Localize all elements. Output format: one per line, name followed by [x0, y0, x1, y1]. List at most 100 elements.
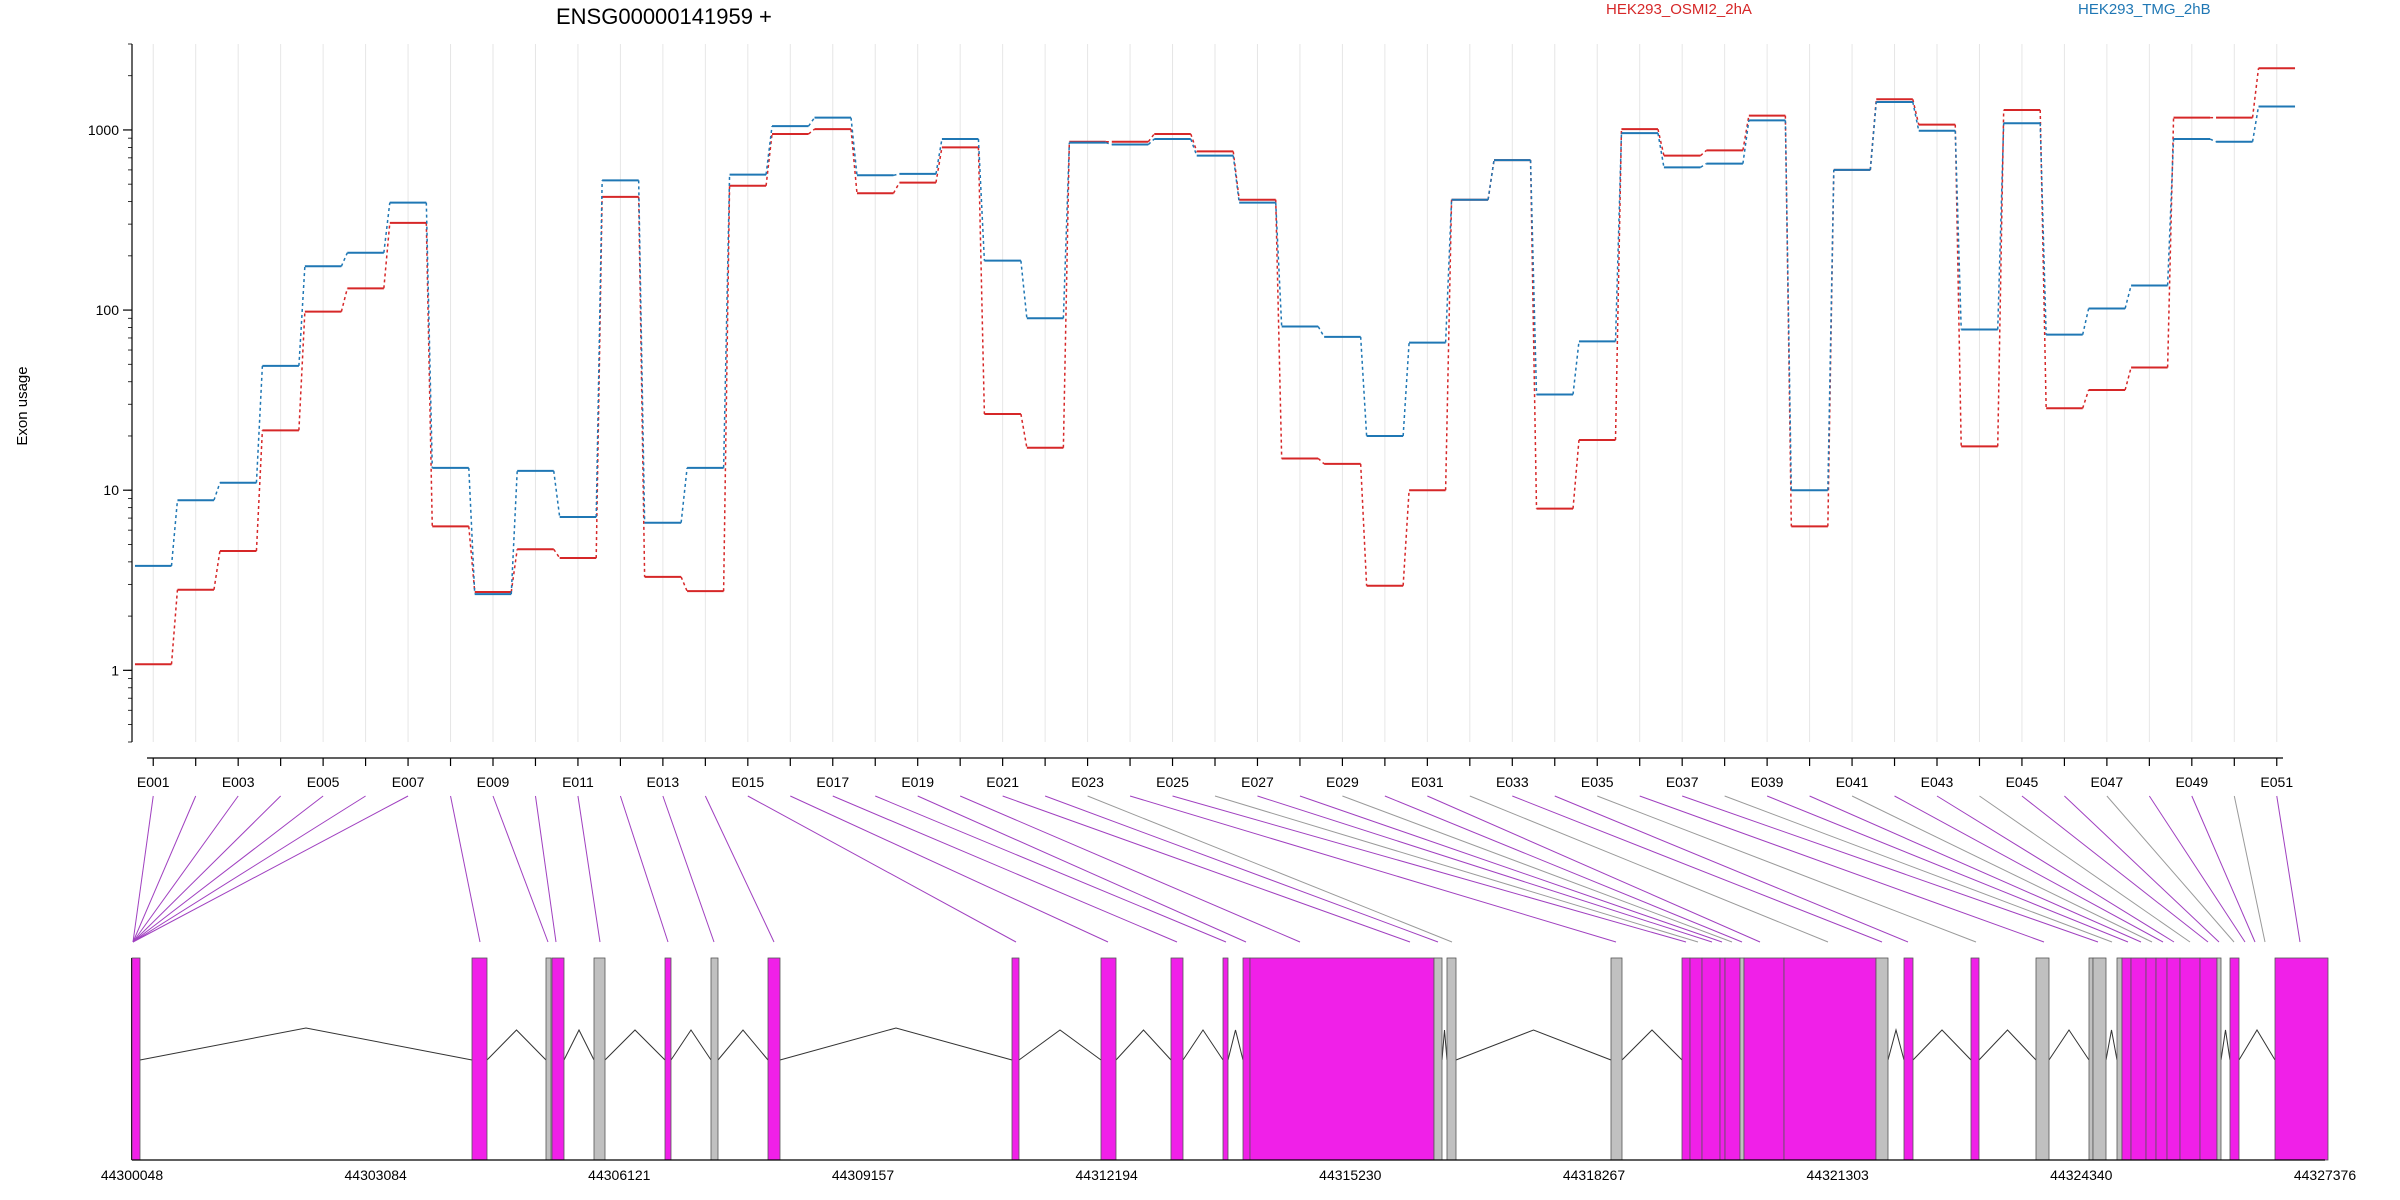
- intron-line: [670, 1029, 712, 1061]
- series-connector: [425, 202, 434, 468]
- exon-block: [2130, 957, 2147, 1161]
- x-tick-label: E021: [986, 774, 1019, 790]
- series-connector: [1700, 163, 1707, 168]
- series-connector: [213, 482, 221, 501]
- exon-connector: [1214, 795, 1699, 943]
- exon-block: [2145, 957, 2157, 1161]
- x-tick-label: E037: [1666, 774, 1699, 790]
- series-connector: [977, 139, 986, 261]
- x-tick-label: E017: [816, 774, 849, 790]
- y-axis: 1 10 100 1000: [88, 43, 133, 743]
- series-connector: [1147, 133, 1155, 143]
- series-connector: [1274, 202, 1283, 327]
- intron-line: [717, 1029, 769, 1061]
- exon-block: [1170, 957, 1184, 1161]
- series-connector: [2209, 138, 2217, 143]
- intron-line: [563, 1028, 595, 1061]
- intron-line: [2105, 1029, 2118, 1061]
- exon-block: [767, 957, 781, 1161]
- series-connector: [595, 180, 603, 517]
- series-connector: [1359, 463, 1368, 586]
- series-connector: [1487, 160, 1495, 200]
- series-connector: [1699, 149, 1707, 157]
- series-connector: [340, 288, 349, 312]
- exon-block: [1783, 957, 1877, 1161]
- legend-entry-tmg: HEK293_TMG_2hB: [2078, 1, 2211, 18]
- exon-connector: [492, 795, 549, 943]
- intron-line: [1182, 1029, 1224, 1061]
- exon-block-untested: [2088, 957, 2094, 1161]
- exon-block-untested: [1610, 957, 1623, 1161]
- exon-block: [1681, 957, 1691, 1161]
- exon-connector: [875, 795, 1227, 943]
- intron-line: [139, 1027, 473, 1061]
- exon-connector: [1766, 795, 2129, 943]
- exon-block: [1743, 957, 1785, 1161]
- series-connector: [1190, 138, 1198, 156]
- series-connector: [807, 117, 816, 127]
- exon-connector: [2106, 795, 2235, 943]
- exon-block-untested: [593, 957, 606, 1161]
- exon-connector: [2233, 795, 2266, 943]
- series-connector: [1657, 133, 1665, 168]
- series-connector: [722, 174, 731, 468]
- x-tick-label: E015: [731, 774, 764, 790]
- x-tick-label: E013: [647, 774, 680, 790]
- series-connector: [2039, 123, 2047, 335]
- coordinate-label: 44318267: [1563, 1167, 1626, 1183]
- exon-block: [664, 957, 672, 1161]
- exon-connector: [1979, 795, 2191, 943]
- y-tick-label: 10: [103, 482, 119, 498]
- series-connector: [1105, 141, 1113, 146]
- exon-connector: [1512, 795, 1883, 943]
- exon-connector: [1299, 795, 1723, 943]
- exon-block-untested: [1446, 957, 1457, 1161]
- x-tick-label: E023: [1071, 774, 1104, 790]
- exon-block-untested: [710, 957, 719, 1161]
- series-connector: [425, 222, 434, 527]
- exon-connector: [1936, 795, 2175, 943]
- exon-block-untested: [545, 957, 552, 1161]
- series-connector: [765, 126, 773, 175]
- series-connector: [255, 430, 264, 551]
- y-tick-label: 100: [96, 302, 120, 318]
- series-connector: [1614, 129, 1623, 440]
- series-connector: [680, 467, 688, 523]
- exon-connector: [132, 795, 197, 943]
- coordinate-label: 44324340: [2050, 1167, 2113, 1183]
- exon-connector: [2276, 795, 2301, 943]
- intron-line: [1621, 1029, 1683, 1061]
- series-tmg: [134, 100, 2296, 596]
- legend-entry-osmi2: HEK293_OSMI2_2hA: [1606, 1, 1752, 18]
- series-connector: [255, 365, 264, 483]
- series-layer: [134, 67, 2296, 666]
- intron-line: [2238, 1029, 2276, 1061]
- x-tick-label: E027: [1241, 774, 1274, 790]
- exon-block: [1242, 957, 1251, 1161]
- series-connector: [2124, 367, 2132, 391]
- exon-block: [1249, 957, 1435, 1161]
- series-connector: [765, 133, 773, 186]
- exon-connector: [959, 795, 1301, 943]
- intron-line: [1455, 1029, 1612, 1061]
- series-connector: [213, 550, 221, 590]
- exon-block: [2199, 957, 2218, 1161]
- vertical-gridlines: [152, 44, 2278, 742]
- exon-connector: [132, 795, 324, 943]
- coordinate-label: 44306121: [588, 1167, 651, 1183]
- exon-block: [1903, 957, 1914, 1161]
- x-tick-label: E011: [562, 774, 594, 790]
- genomic-coordinate-axis: 44300048 44303084 44306121 44309157 44312194…: [101, 1159, 2356, 1183]
- exon-block: [2274, 957, 2329, 1161]
- series-connector: [383, 202, 391, 253]
- coordinate-label: 44309157: [832, 1167, 895, 1183]
- series-connector: [1020, 260, 1028, 319]
- exon-block: [1970, 957, 1980, 1161]
- series-connector: [2166, 117, 2175, 368]
- exon-connector: [917, 795, 1247, 943]
- series-connector: [637, 180, 646, 523]
- exon-connector: [2148, 795, 2246, 943]
- series-connector: [383, 222, 391, 289]
- series-connector: [1062, 142, 1071, 319]
- intron-line: [2048, 1029, 2090, 1061]
